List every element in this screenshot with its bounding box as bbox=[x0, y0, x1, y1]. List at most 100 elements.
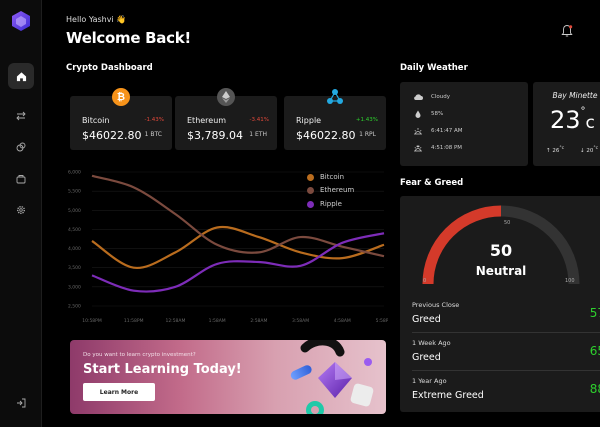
app-logo-icon[interactable] bbox=[11, 11, 31, 31]
learning-banner: Do you want to learn crypto investment? … bbox=[70, 340, 386, 414]
period-value: 65 bbox=[589, 344, 600, 358]
ripple-icon bbox=[326, 88, 344, 106]
y-tick-label: 2,500 bbox=[68, 304, 81, 310]
crypto-dashboard-heading: Crypto Dashboard bbox=[66, 63, 153, 73]
temp-low: ↓ 20°c bbox=[580, 146, 599, 154]
bitcoin-icon: ₿ bbox=[112, 88, 130, 106]
coin-symbol: 1 RPL bbox=[359, 131, 376, 138]
x-tick-label: 10:58PM bbox=[82, 318, 102, 324]
nav-exchange[interactable] bbox=[8, 103, 34, 129]
sunset-icon bbox=[414, 145, 422, 152]
coin-name: Ripple bbox=[296, 116, 322, 125]
nav-logout[interactable] bbox=[8, 390, 34, 416]
nav-settings[interactable] bbox=[8, 197, 34, 223]
coin-price: $46022.80 bbox=[296, 129, 356, 142]
greeting: Hello Yashvi 👋 bbox=[66, 15, 127, 24]
temp-high: ↑ 26°c bbox=[546, 146, 565, 154]
sunrise-icon bbox=[414, 128, 422, 135]
fear-greed-heading: Fear & Greed bbox=[400, 178, 464, 188]
main-content: Hello Yashvi 👋 Welcome Back! Crypto Dash… bbox=[42, 0, 600, 427]
coin-name: Bitcoin bbox=[82, 116, 110, 125]
divider bbox=[412, 332, 600, 333]
y-tick-label: 3,000 bbox=[68, 284, 81, 290]
period-value: 88 bbox=[589, 382, 600, 396]
fear-greed-card: 50 0 100 50 Neutral Previous Close Greed… bbox=[400, 196, 600, 412]
series-line-ripple[interactable] bbox=[91, 232, 385, 293]
x-tick-label: 2:58AM bbox=[250, 318, 267, 324]
period-state: Greed bbox=[412, 352, 441, 363]
gauge-max-label: 100 bbox=[565, 278, 575, 284]
period-state: Greed bbox=[412, 314, 441, 325]
period-state: Extreme Greed bbox=[412, 390, 484, 401]
period-label: Previous Close bbox=[412, 301, 460, 309]
daily-weather-heading: Daily Weather bbox=[400, 63, 468, 73]
learn-more-button[interactable]: Learn More bbox=[83, 383, 155, 401]
coin-card-ethereum[interactable]: -3.41% Ethereum $3,789.04 1 ETH bbox=[175, 88, 277, 150]
weather-condition: Cloudy bbox=[413, 93, 450, 101]
temperature: 23°c bbox=[550, 106, 595, 134]
ethereum-icon bbox=[217, 88, 235, 106]
divider bbox=[412, 370, 600, 371]
period-label: 1 Year Ago bbox=[412, 377, 447, 385]
wallet-icon bbox=[16, 175, 26, 184]
legend-bitcoin: Bitcoin bbox=[320, 173, 345, 181]
x-tick-label: 1:58AM bbox=[209, 318, 226, 324]
period-label: 1 Week Ago bbox=[412, 339, 451, 347]
coin-change: -3.41% bbox=[249, 117, 269, 123]
coin-name: Ethereum bbox=[187, 116, 227, 125]
nav-coins[interactable] bbox=[8, 134, 34, 160]
legend-dot-ripple bbox=[307, 201, 314, 208]
legend-ethereum: Ethereum bbox=[320, 186, 355, 194]
legend-ripple: Ripple bbox=[320, 200, 342, 208]
coin-change: +1.43% bbox=[355, 117, 378, 123]
y-tick-label: 5,500 bbox=[68, 189, 81, 195]
y-tick-label: 4,000 bbox=[68, 246, 81, 252]
coin-price: $3,789.04 bbox=[187, 129, 243, 142]
weather-details-card: Cloudy 58% 6:41:47 AM 4:51:08 PM bbox=[400, 82, 528, 166]
series-line-ethereum[interactable] bbox=[91, 174, 385, 258]
weather-temp-card: Bay Minette 23°c ↑ 26°c ↓ 20°c bbox=[533, 82, 600, 166]
coin-card-ripple[interactable]: +1.43% Ripple $46022.80 1 RPL bbox=[284, 89, 386, 150]
gauge-mid-label: 50 bbox=[504, 220, 511, 226]
coin-symbol: 1 BTC bbox=[144, 131, 162, 138]
city-name: Bay Minette bbox=[552, 91, 598, 100]
legend-dot-ethereum bbox=[307, 187, 314, 194]
humidity-drop-icon bbox=[415, 110, 421, 118]
wave-emoji-icon: 👋 bbox=[116, 15, 127, 24]
nav-wallet[interactable] bbox=[8, 166, 34, 192]
home-icon bbox=[16, 71, 26, 81]
x-tick-label: 12:58AM bbox=[165, 318, 185, 324]
cloud-icon bbox=[414, 94, 423, 100]
page-title: Welcome Back! bbox=[66, 29, 191, 47]
crypto-line-chart[interactable]: 6,000 5,500 5,000 4,500 4,000 3,500 3,000 2,500… bbox=[66, 166, 388, 328]
x-tick-label: 11:58PM bbox=[124, 318, 144, 324]
logout-icon bbox=[17, 398, 26, 408]
sidebar bbox=[0, 0, 42, 427]
series-line-bitcoin[interactable] bbox=[91, 225, 385, 269]
x-tick-label: 5:58PM bbox=[376, 318, 388, 324]
weather-sunrise: 6:41:47 AM bbox=[413, 127, 462, 135]
weather-humidity: 58% bbox=[413, 110, 443, 118]
gear-icon bbox=[17, 206, 25, 214]
banner-subtitle: Do you want to learn crypto investment? bbox=[83, 352, 196, 358]
bell-icon[interactable] bbox=[561, 24, 573, 38]
y-tick-label: 4,500 bbox=[68, 227, 81, 233]
period-value: 57 bbox=[589, 306, 600, 320]
coin-price: $46022.80 bbox=[82, 129, 142, 142]
exchange-icon bbox=[16, 111, 26, 121]
legend-dot-bitcoin bbox=[307, 174, 314, 181]
y-tick-label: 5,000 bbox=[68, 208, 81, 214]
x-tick-label: 3:58AM bbox=[292, 318, 309, 324]
nav-home[interactable] bbox=[8, 63, 34, 89]
3d-shapes-illustration bbox=[290, 340, 374, 414]
coin-symbol: 1 ETH bbox=[249, 131, 267, 138]
weather-sunset: 4:51:08 PM bbox=[413, 144, 462, 152]
y-tick-label: 6,000 bbox=[68, 170, 81, 176]
coin-change: -1.43% bbox=[144, 117, 164, 123]
coin-card-bitcoin[interactable]: ₿ -1.43% Bitcoin $46022.80 1 BTC bbox=[70, 88, 172, 150]
coins-icon bbox=[16, 142, 26, 152]
x-tick-label: 4:58AM bbox=[334, 318, 351, 324]
y-tick-label: 3,500 bbox=[68, 265, 81, 271]
fear-greed-value: 50 bbox=[489, 241, 513, 260]
gauge-min-label: 0 bbox=[423, 278, 427, 284]
